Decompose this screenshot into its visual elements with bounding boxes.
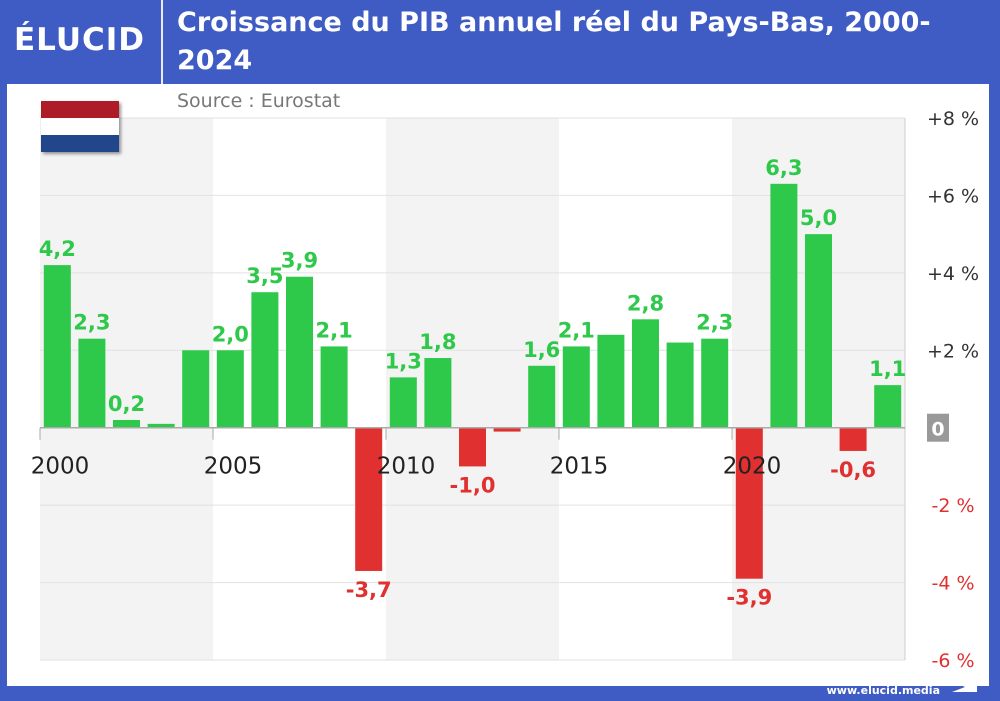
- bar-2008: [320, 346, 348, 428]
- bar-2002: [113, 419, 140, 428]
- bar-2014: [528, 365, 556, 428]
- bar-2022: [805, 234, 832, 428]
- data-label-2008: 2,1: [315, 318, 352, 342]
- data-label-2002: 0,2: [108, 392, 145, 416]
- bar-2007: [286, 276, 313, 428]
- x-tick-label: 2010: [377, 454, 436, 480]
- data-label-2001: 2,3: [73, 311, 110, 335]
- y-tick-label: +6 %: [927, 185, 979, 207]
- elucid-logo: ÉLUCID: [14, 22, 146, 58]
- bar-2001: [78, 338, 106, 428]
- zero-label-box: [927, 413, 949, 442]
- bar-2019: [701, 338, 729, 428]
- chart-title: Croissance du PIB annuel réel du Pays-Ba…: [177, 7, 931, 76]
- y-tick-label: +2 %: [927, 340, 979, 362]
- netherlands-flag-icon: [41, 101, 119, 152]
- bar-2006: [251, 292, 279, 428]
- bar-2021: [770, 183, 798, 428]
- data-label-2017: 2,8: [627, 291, 664, 315]
- data-label-2014: 1,6: [523, 338, 560, 362]
- bar-2017: [632, 319, 659, 428]
- data-label-2015: 2,1: [558, 318, 595, 342]
- y-tick-label: 0: [931, 419, 944, 441]
- bar-2020: [735, 427, 763, 579]
- data-label-2006: 3,5: [246, 264, 283, 288]
- bar-2000: [43, 265, 71, 428]
- bar-2018: [666, 342, 694, 428]
- bar-2015: [562, 346, 590, 428]
- data-label-2021: 6,3: [765, 156, 802, 180]
- data-label-2007: 3,9: [281, 249, 318, 273]
- data-label-2020: -3,9: [726, 586, 772, 610]
- data-label-2023: -0,6: [830, 458, 876, 482]
- bar-2003: [147, 423, 175, 428]
- data-label-2019: 2,3: [696, 311, 733, 335]
- bar-2011: [424, 358, 452, 428]
- bar-2005: [216, 350, 244, 428]
- data-label-2012: -1,0: [450, 473, 496, 497]
- y-tick-label: -2 %: [931, 495, 974, 517]
- x-tick-label: 2005: [204, 454, 263, 480]
- bar-2024: [874, 385, 902, 428]
- elucid-mark-icon: [952, 681, 977, 692]
- header-divider: [161, 0, 163, 84]
- source-text: Source : Eurostat: [177, 90, 341, 112]
- y-tick-label: -4 %: [931, 573, 974, 595]
- data-label-2010: 1,3: [385, 349, 422, 373]
- data-label-2011: 1,8: [419, 330, 456, 354]
- x-tick-label: 2000: [31, 454, 90, 480]
- bar-2009: [355, 427, 383, 571]
- data-label-2000: 4,2: [39, 237, 76, 261]
- footer-url[interactable]: www.elucid.media: [826, 684, 940, 697]
- x-tick-label: 2020: [723, 454, 782, 480]
- bar-2010: [389, 377, 417, 428]
- y-tick-label: -6 %: [931, 650, 974, 672]
- bar-2004: [182, 350, 210, 428]
- data-label-2022: 5,0: [800, 206, 837, 230]
- bar-2012: [459, 427, 486, 467]
- x-tick-label: 2015: [550, 454, 609, 480]
- y-tick-label: +8 %: [927, 108, 979, 130]
- bar-2023: [839, 427, 867, 451]
- bar-2016: [597, 334, 625, 428]
- data-label-2009: -3,7: [346, 578, 392, 602]
- data-label-2005: 2,0: [212, 322, 249, 346]
- bar-2013: [493, 427, 521, 432]
- data-label-2024: 1,1: [869, 357, 906, 381]
- y-tick-label: +4 %: [927, 263, 979, 285]
- header: ÉLUCID Croissance du PIB annuel réel du …: [0, 0, 1000, 84]
